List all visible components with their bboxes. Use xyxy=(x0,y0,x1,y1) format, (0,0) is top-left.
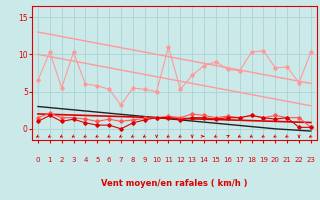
X-axis label: Vent moyen/en rafales ( km/h ): Vent moyen/en rafales ( km/h ) xyxy=(101,179,248,188)
